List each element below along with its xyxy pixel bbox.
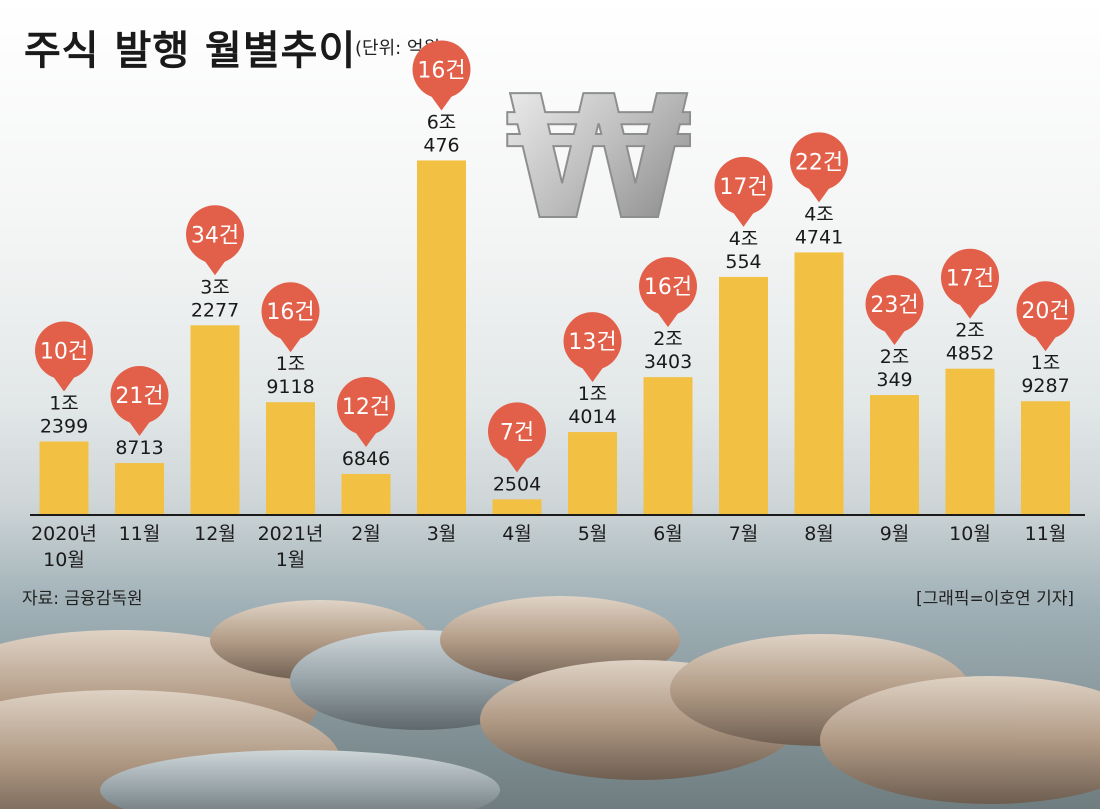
bar — [190, 325, 240, 514]
bar-value-label: 2399 — [40, 416, 88, 438]
x-tick-label: 1월 — [276, 549, 306, 571]
bar — [266, 402, 315, 514]
bar-value-label: 4741 — [795, 226, 843, 248]
count-label: 21건 — [115, 384, 163, 409]
bar-value-label: 4852 — [946, 343, 994, 365]
x-tick-label: 12월 — [194, 523, 236, 545]
x-tick-label: 4월 — [502, 523, 532, 545]
graphic-credit: [그래픽=이호연 기자] — [915, 589, 1074, 609]
bar-value-label: 2조 — [955, 320, 985, 342]
bar — [492, 499, 542, 514]
bar-value-label: 4014 — [568, 406, 616, 428]
x-tick-label: 2월 — [351, 523, 381, 545]
bar-value-label: 2조 — [880, 346, 910, 368]
bar-value-label: 3403 — [644, 351, 692, 373]
bar — [1021, 401, 1070, 514]
count-label: 22건 — [795, 150, 843, 175]
count-label: 13건 — [568, 330, 616, 355]
x-tick-label: 7월 — [729, 523, 759, 545]
count-label: 17건 — [946, 267, 994, 292]
bar — [794, 252, 844, 514]
bar-value-label: 1조 — [1031, 352, 1061, 374]
bar-value-label: 476 — [423, 134, 459, 156]
bar-value-label: 2277 — [191, 299, 239, 321]
count-marker — [941, 248, 999, 307]
bar — [870, 395, 919, 514]
count-marker — [337, 376, 395, 435]
bar-value-label: 6846 — [342, 448, 390, 470]
bar — [719, 276, 768, 514]
bar-value-label: 9118 — [266, 376, 314, 398]
x-tick-label: 2020년 — [31, 523, 97, 545]
count-marker — [261, 282, 320, 341]
bar-value-label: 4조 — [729, 228, 759, 250]
x-tick-label: 9월 — [880, 523, 910, 545]
bar-value-label: 9287 — [1021, 375, 1069, 397]
bar-value-label: 2조 — [653, 328, 683, 350]
count-label: 10건 — [40, 340, 88, 365]
coin-stack-background — [0, 596, 1100, 809]
count-label: 12건 — [342, 395, 390, 420]
count-marker — [488, 402, 546, 461]
bar-value-label: 349 — [876, 369, 912, 391]
count-marker — [865, 275, 924, 334]
bar-value-label: 554 — [725, 251, 761, 273]
bar-value-label: 1조 — [49, 393, 79, 415]
count-marker — [186, 205, 244, 264]
chart-title: 주식 발행 월별추이 — [24, 28, 357, 74]
x-tick-label: 10월 — [43, 549, 85, 571]
x-tick-label: 11월 — [1025, 523, 1067, 545]
plot-area: 1조239910건2020년10월871321건11월3조227734건12월1… — [30, 40, 1085, 571]
count-label: 7건 — [500, 420, 534, 445]
count-marker — [714, 156, 773, 215]
x-tick-label: 2021년 — [258, 523, 324, 545]
x-tick-label: 10월 — [949, 523, 991, 545]
count-marker — [563, 312, 622, 371]
won-symbol-icon: ₩ — [504, 59, 694, 259]
count-marker — [110, 366, 169, 425]
bar-value-label: 3조 — [200, 276, 230, 298]
bar-value-label: 2504 — [493, 473, 541, 495]
x-tick-label: 6월 — [653, 523, 683, 545]
bar — [39, 441, 89, 514]
bar — [115, 463, 164, 514]
count-marker — [35, 321, 93, 380]
bar-value-label: 8713 — [115, 437, 163, 459]
count-label: 16건 — [417, 58, 465, 83]
x-tick-label: 11월 — [119, 523, 161, 545]
count-label: 34건 — [191, 223, 239, 248]
bar — [341, 473, 391, 514]
x-tick-label: 5월 — [578, 523, 608, 545]
x-tick-label: 3월 — [427, 523, 457, 545]
count-label: 17건 — [719, 175, 767, 200]
count-label: 16건 — [266, 300, 314, 325]
count-marker — [412, 40, 471, 99]
x-tick-label: 8월 — [804, 523, 834, 545]
source-note: 자료: 금융감독원 — [22, 589, 143, 609]
count-marker — [639, 257, 697, 316]
count-label: 20건 — [1021, 299, 1069, 324]
count-marker — [790, 132, 848, 191]
count-label: 23건 — [870, 293, 918, 318]
bar — [417, 160, 466, 514]
bar — [945, 368, 995, 514]
bar-value-label: 4조 — [804, 203, 834, 225]
count-marker — [1016, 281, 1075, 340]
bar-value-label: 1조 — [578, 383, 608, 405]
count-label: 16건 — [644, 275, 692, 300]
bar — [643, 377, 693, 514]
bar-value-label: 6조 — [427, 111, 457, 133]
svg-text:₩: ₩ — [505, 60, 693, 258]
bar — [568, 432, 617, 514]
bar-value-label: 1조 — [276, 353, 306, 375]
